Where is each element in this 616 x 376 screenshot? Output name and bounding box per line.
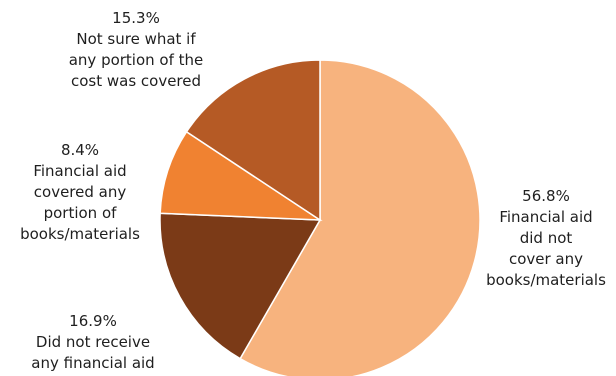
slice-label-not-sure: 15.3% Not sure what if any portion of th… (56, 8, 216, 92)
slice-did-not-receive-aid (159, 212, 322, 360)
slice-financial-aid-did-not-cover (239, 59, 481, 376)
slice-percent: 15.3% (112, 9, 160, 27)
slice-label-did-not-receive-aid: 16.9% Did not receive any financial aid (23, 311, 163, 374)
slice-label-line: Financial aid (499, 208, 593, 226)
slice-not-sure (185, 59, 321, 222)
slice-label-line: cost was covered (70, 72, 202, 90)
slice-label-line: books/materials (486, 271, 606, 289)
slice-label-line: Did not receive (35, 333, 151, 351)
slice-label-line: Not sure what if (76, 30, 196, 48)
slice-percent: 8.4% (60, 141, 100, 159)
slice-label-line: any financial aid (31, 354, 155, 372)
slice-label-line: cover any (508, 250, 584, 268)
slice-label-line: did not (519, 229, 573, 247)
slice-label-financial-aid-covered-portion: 8.4% Financial aid covered any portion o… (10, 140, 150, 245)
slice-percent: 16.9% (69, 312, 117, 330)
slice-percent: 56.8% (522, 187, 570, 205)
slice-label-line: any portion of the (68, 51, 204, 69)
slice-financial-aid-covered-portion (159, 130, 323, 221)
slice-label-line: books/materials (20, 225, 140, 243)
slice-label-line: portion of (43, 204, 117, 222)
slice-label-financial-aid-did-not-cover: 56.8% Financial aid did not cover any bo… (476, 186, 616, 291)
slice-label-line: Financial aid (33, 162, 127, 180)
slice-label-line: covered any (33, 183, 127, 201)
